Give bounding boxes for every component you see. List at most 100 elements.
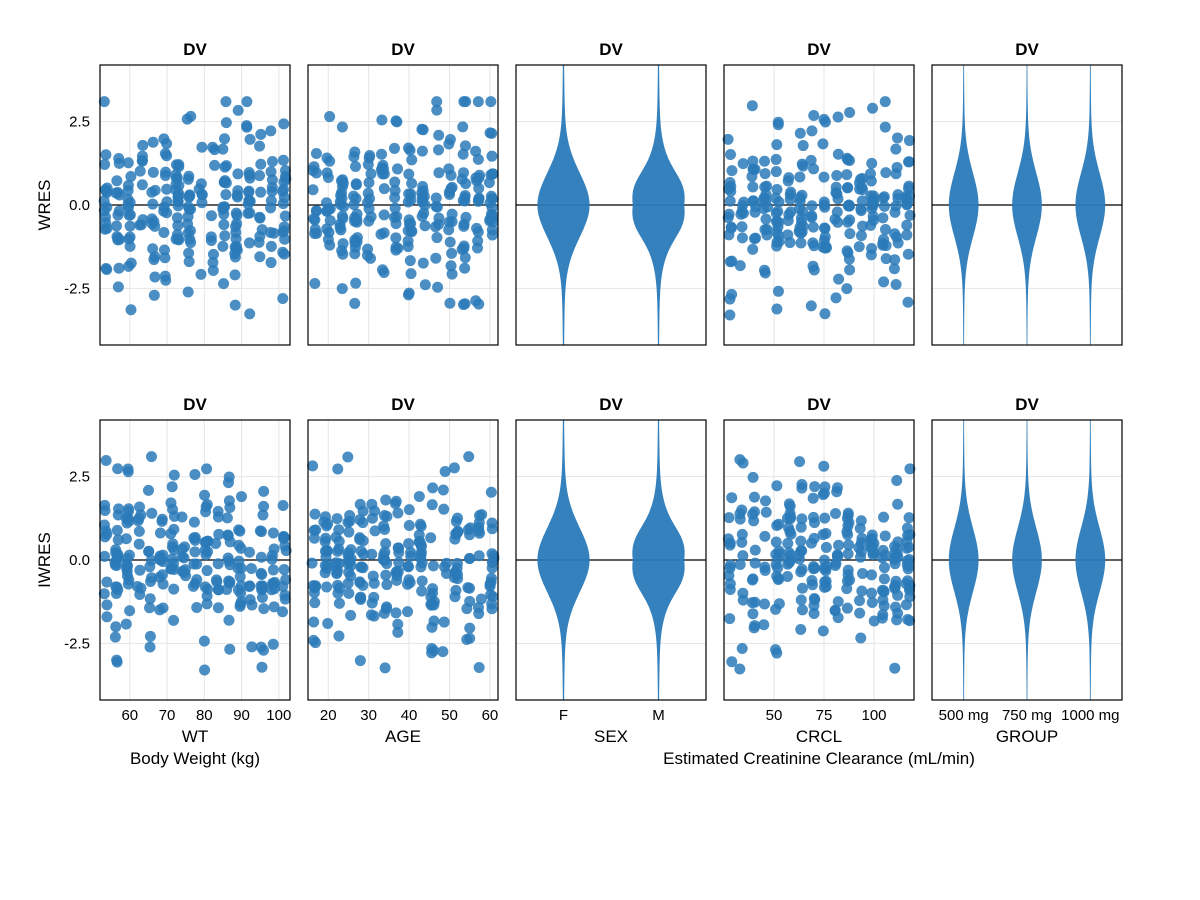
scatter-point: [233, 105, 244, 116]
scatter-point: [784, 498, 795, 509]
scatter-point: [772, 222, 783, 233]
scatter-point: [137, 179, 148, 190]
scatter-point: [241, 120, 252, 131]
scatter-point: [844, 254, 855, 265]
scatter-point: [177, 511, 188, 522]
scatter-point: [806, 155, 817, 166]
scatter-point: [420, 279, 431, 290]
scatter-point: [220, 96, 231, 107]
scatter-point: [784, 526, 795, 537]
scatter-point: [795, 536, 806, 547]
scatter-point: [318, 516, 329, 527]
scatter-point: [725, 149, 736, 160]
scatter-point: [794, 226, 805, 237]
x-tick-label: 70: [159, 707, 176, 724]
scatter-point: [242, 208, 253, 219]
scatter-point: [417, 146, 428, 157]
violin: [537, 420, 589, 700]
scatter-point: [818, 489, 829, 500]
panel-title: DV: [807, 40, 831, 59]
scatter-point: [416, 187, 427, 198]
scatter-point: [487, 523, 498, 534]
scatter-point: [901, 229, 912, 240]
scatter-point: [808, 261, 819, 272]
x-tick-label: 500 mg: [939, 707, 989, 724]
scatter-point: [771, 537, 782, 548]
y-tick-label: 0.0: [69, 552, 90, 569]
scatter-point: [795, 624, 806, 635]
scatter-point: [321, 545, 332, 556]
scatter-point: [365, 168, 376, 179]
scatter-point: [125, 304, 136, 315]
scatter-point: [891, 614, 902, 625]
scatter-point: [223, 615, 234, 626]
scatter-point: [389, 177, 400, 188]
scatter-point: [415, 519, 426, 530]
x-tick-label: 40: [401, 707, 418, 724]
y-tick-label: -2.5: [64, 635, 90, 652]
scatter-point: [737, 550, 748, 561]
scatter-point: [865, 220, 876, 231]
scatter-point: [179, 567, 190, 578]
scatter-point: [137, 151, 148, 162]
scatter-point: [350, 193, 361, 204]
scatter-point: [280, 165, 291, 176]
scatter-point: [892, 162, 903, 173]
scatter-point: [265, 125, 276, 136]
scatter-point: [817, 138, 828, 149]
scatter-point: [891, 475, 902, 486]
scatter-point: [877, 212, 888, 223]
scatter-point: [458, 96, 469, 107]
scatter-point: [349, 147, 360, 158]
scatter-point: [794, 171, 805, 182]
scatter-point: [258, 486, 269, 497]
scatter-point: [309, 214, 320, 225]
scatter-point: [417, 211, 428, 222]
scatter-point: [338, 201, 349, 212]
scatter-point: [278, 184, 289, 195]
scatter-point: [749, 492, 760, 503]
scatter-point: [367, 597, 378, 608]
scatter-point: [337, 283, 348, 294]
scatter-point: [904, 554, 915, 565]
scatter-point: [158, 227, 169, 238]
x-tick-label: 80: [196, 707, 213, 724]
scatter-point: [808, 493, 819, 504]
scatter-point: [403, 169, 414, 180]
chart-svg: DV-2.50.02.5WRESDVDVDVDVDV-2.50.02.5IWRE…: [20, 20, 1180, 880]
scatter-point: [278, 500, 289, 511]
scatter-point: [366, 609, 377, 620]
scatter-point: [818, 172, 829, 183]
scatter-point: [101, 223, 112, 234]
scatter-point: [99, 551, 110, 562]
scatter-point: [154, 553, 165, 564]
scatter-point: [854, 595, 865, 606]
scatter-point: [797, 564, 808, 575]
scatter-point: [771, 480, 782, 491]
scatter-point: [785, 555, 796, 566]
x-tick-label: 75: [816, 707, 833, 724]
scatter-point: [218, 278, 229, 289]
scatter-point: [759, 562, 770, 573]
scatter-point: [892, 132, 903, 143]
scatter-point: [254, 170, 265, 181]
scatter-point: [771, 154, 782, 165]
scatter-point: [160, 148, 171, 159]
scatter-point: [415, 539, 426, 550]
scatter-point: [405, 218, 416, 229]
scatter-point: [134, 513, 145, 524]
scatter-point: [208, 249, 219, 260]
scatter-point: [880, 122, 891, 133]
scatter-point: [392, 163, 403, 174]
scatter-point: [819, 513, 830, 524]
scatter-point: [474, 662, 485, 673]
scatter-point: [309, 597, 320, 608]
scatter-point: [725, 578, 736, 589]
scatter-point: [724, 613, 735, 624]
scatter-point: [224, 502, 235, 513]
scatter-point: [724, 209, 735, 220]
scatter-point: [280, 211, 291, 222]
scatter-point: [818, 461, 829, 472]
scatter-point: [209, 160, 220, 171]
scatter-point: [344, 555, 355, 566]
